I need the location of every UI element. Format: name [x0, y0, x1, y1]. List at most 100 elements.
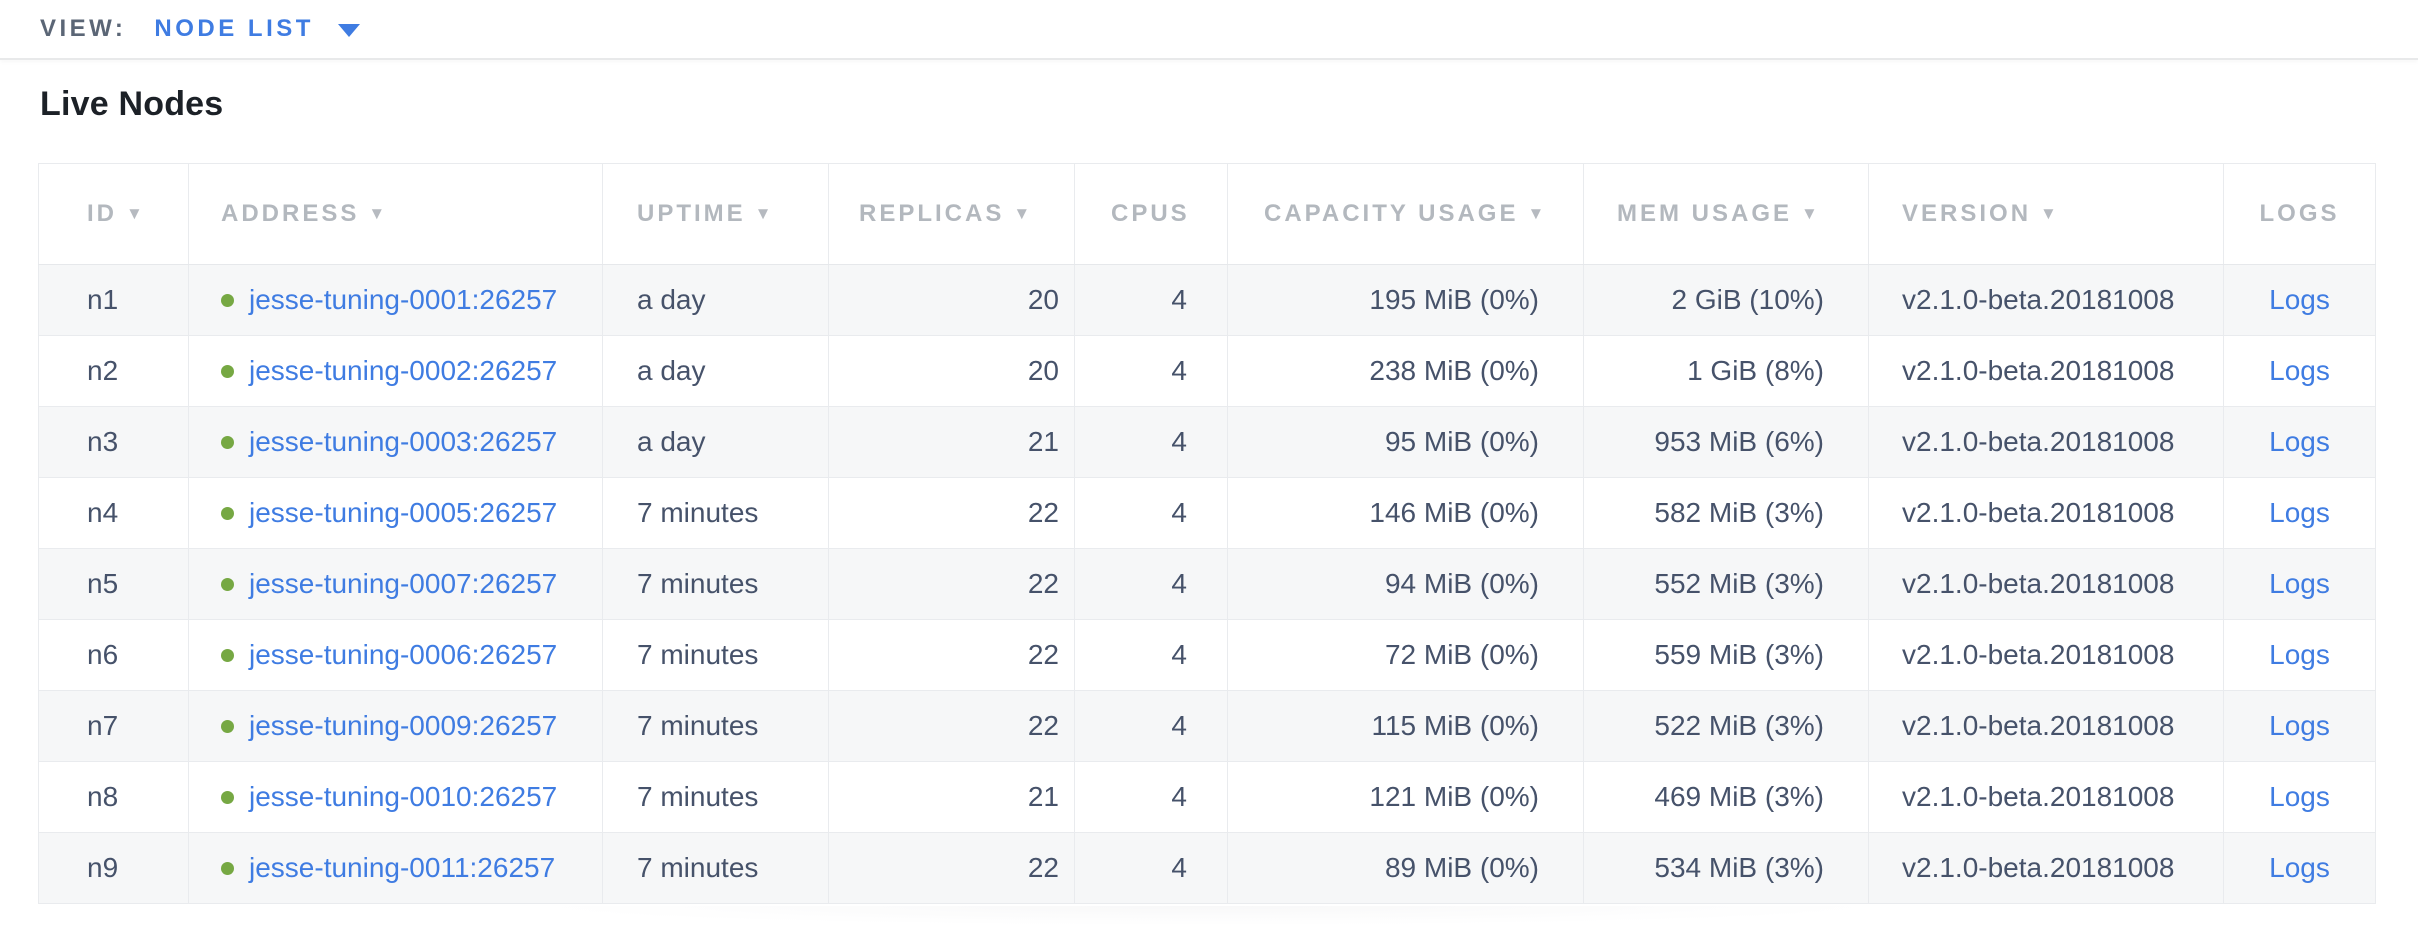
- logs-link[interactable]: Logs: [2269, 710, 2330, 741]
- cell-cpus: 4: [1074, 832, 1228, 904]
- cell-address: jesse-tuning-0007:26257: [188, 548, 603, 620]
- cell-capacity: 95 MiB (0%): [1227, 406, 1584, 478]
- node-address-link[interactable]: jesse-tuning-0003:26257: [249, 426, 558, 457]
- cell-id: n5: [38, 548, 189, 620]
- cell-version: v2.1.0-beta.20181008: [1868, 264, 2224, 336]
- sort-desc-icon: ▼: [754, 204, 775, 223]
- cell-mem: 2 GiB (10%): [1583, 264, 1869, 336]
- node-address-link[interactable]: jesse-tuning-0001:26257: [249, 284, 558, 315]
- sort-desc-icon: ▼: [1801, 204, 1821, 223]
- address-cell-content: jesse-tuning-0002:26257: [221, 355, 601, 387]
- table-row: n8 jesse-tuning-0010:26257 7 minutes 21 4 121…: [38, 761, 2376, 833]
- chevron-down-icon: [337, 24, 360, 37]
- node-address-link[interactable]: jesse-tuning-0006:26257: [249, 639, 558, 670]
- cell-uptime: 7 minutes: [602, 619, 829, 691]
- cell-logs: Logs: [2223, 761, 2376, 833]
- cell-cpus: 4: [1074, 264, 1228, 336]
- sort-desc-icon: ▼: [1013, 204, 1034, 223]
- address-cell-content: jesse-tuning-0005:26257: [221, 497, 601, 529]
- content-area: Live Nodes ID ▼ ADDRESS ▼ UPTIME ▼ REPLICAS ▼ CP…: [0, 84, 2418, 932]
- live-nodes-table-wrap: ID ▼ ADDRESS ▼ UPTIME ▼ REPLICAS ▼ CPUS CAPACITY …: [38, 163, 2376, 904]
- node-address-link[interactable]: jesse-tuning-0011:26257: [249, 852, 556, 883]
- cell-logs: Logs: [2223, 264, 2376, 336]
- column-header-address[interactable]: ADDRESS ▼: [188, 163, 603, 265]
- cell-cpus: 4: [1074, 548, 1228, 620]
- logs-link[interactable]: Logs: [2269, 781, 2330, 812]
- logs-link[interactable]: Logs: [2269, 426, 2330, 457]
- cell-logs: Logs: [2223, 619, 2376, 691]
- column-header-uptime[interactable]: UPTIME ▼: [602, 163, 829, 265]
- cell-address: jesse-tuning-0011:26257: [188, 832, 603, 904]
- table-row: n3 jesse-tuning-0003:26257 a day 21 4 95 MiB …: [38, 406, 2376, 478]
- column-header-version[interactable]: VERSION ▼: [1868, 163, 2224, 265]
- node-live-status-icon: [221, 719, 234, 733]
- node-live-status-icon: [221, 861, 234, 875]
- table-row: n7 jesse-tuning-0009:26257 7 minutes 22 4 115…: [38, 690, 2376, 762]
- cell-replicas: 20: [828, 264, 1075, 336]
- column-header-replicas[interactable]: REPLICAS ▼: [828, 163, 1075, 265]
- address-cell-content: jesse-tuning-0007:26257: [221, 568, 601, 600]
- table-row: n1 jesse-tuning-0001:26257 a day 20 4 195 MiB…: [38, 264, 2376, 336]
- logs-link[interactable]: Logs: [2269, 852, 2330, 883]
- cell-logs: Logs: [2223, 690, 2376, 762]
- table-row: n4 jesse-tuning-0005:26257 7 minutes 22 4 146…: [38, 477, 2376, 549]
- cell-capacity: 115 MiB (0%): [1227, 690, 1584, 762]
- cell-address: jesse-tuning-0006:26257: [188, 619, 603, 691]
- cell-logs: Logs: [2223, 335, 2376, 407]
- cell-logs: Logs: [2223, 477, 2376, 549]
- cell-replicas: 22: [828, 548, 1075, 620]
- column-header-id[interactable]: ID ▼: [38, 163, 189, 265]
- node-address-link[interactable]: jesse-tuning-0002:26257: [249, 355, 558, 386]
- column-header-label: MEM USAGE: [1617, 200, 1793, 227]
- table-bottom-shadow: [457, 906, 1957, 932]
- address-cell-content: jesse-tuning-0001:26257: [221, 284, 601, 316]
- column-header-mem[interactable]: MEM USAGE ▼: [1583, 163, 1869, 265]
- cell-mem: 559 MiB (3%): [1583, 619, 1869, 691]
- cell-address: jesse-tuning-0002:26257: [188, 335, 603, 407]
- live-nodes-table: ID ▼ ADDRESS ▼ UPTIME ▼ REPLICAS ▼ CPUS CAPACITY …: [38, 163, 2376, 904]
- node-address-link[interactable]: jesse-tuning-0005:26257: [249, 497, 558, 528]
- node-live-status-icon: [221, 293, 234, 307]
- cell-version: v2.1.0-beta.20181008: [1868, 406, 2224, 478]
- node-address-link[interactable]: jesse-tuning-0010:26257: [249, 781, 558, 812]
- logs-link[interactable]: Logs: [2269, 639, 2330, 670]
- column-header-label: VERSION: [1902, 200, 2032, 227]
- node-address-link[interactable]: jesse-tuning-0007:26257: [249, 568, 558, 599]
- view-selector-dropdown[interactable]: NODE LIST: [154, 15, 360, 43]
- address-cell-content: jesse-tuning-0006:26257: [221, 639, 601, 671]
- cell-uptime: 7 minutes: [602, 548, 829, 620]
- cell-id: n4: [38, 477, 189, 549]
- cell-capacity: 89 MiB (0%): [1227, 832, 1584, 904]
- cell-cpus: 4: [1074, 761, 1228, 833]
- logs-link[interactable]: Logs: [2269, 568, 2330, 599]
- table-row: n6 jesse-tuning-0006:26257 7 minutes 22 4 72 …: [38, 619, 2376, 691]
- column-header-label: CAPACITY USAGE: [1264, 200, 1519, 227]
- cell-address: jesse-tuning-0003:26257: [188, 406, 603, 478]
- cell-cpus: 4: [1074, 690, 1228, 762]
- cell-address: jesse-tuning-0010:26257: [188, 761, 603, 833]
- node-live-status-icon: [221, 577, 234, 591]
- cell-id: n6: [38, 619, 189, 691]
- cell-uptime: 7 minutes: [602, 761, 829, 833]
- view-label: VIEW:: [40, 15, 127, 42]
- table-row: n5 jesse-tuning-0007:26257 7 minutes 22 4 94 …: [38, 548, 2376, 620]
- sort-desc-icon: ▼: [368, 204, 389, 223]
- node-live-status-icon: [221, 506, 234, 520]
- cell-id: n7: [38, 690, 189, 762]
- column-header-label: LOGS: [2259, 200, 2340, 227]
- column-header-capacity[interactable]: CAPACITY USAGE ▼: [1227, 163, 1584, 265]
- logs-link[interactable]: Logs: [2269, 284, 2330, 315]
- cell-mem: 1 GiB (8%): [1583, 335, 1869, 407]
- address-cell-content: jesse-tuning-0009:26257: [221, 710, 601, 742]
- cell-uptime: 7 minutes: [602, 477, 829, 549]
- logs-link[interactable]: Logs: [2269, 355, 2330, 386]
- view-bar: VIEW: NODE LIST: [0, 0, 2418, 60]
- node-address-link[interactable]: jesse-tuning-0009:26257: [249, 710, 558, 741]
- cell-replicas: 22: [828, 690, 1075, 762]
- node-live-status-icon: [221, 648, 234, 662]
- cell-capacity: 195 MiB (0%): [1227, 264, 1584, 336]
- column-header-label: CPUS: [1111, 200, 1190, 227]
- cell-mem: 534 MiB (3%): [1583, 832, 1869, 904]
- sort-desc-icon: ▼: [1527, 204, 1548, 223]
- logs-link[interactable]: Logs: [2269, 497, 2330, 528]
